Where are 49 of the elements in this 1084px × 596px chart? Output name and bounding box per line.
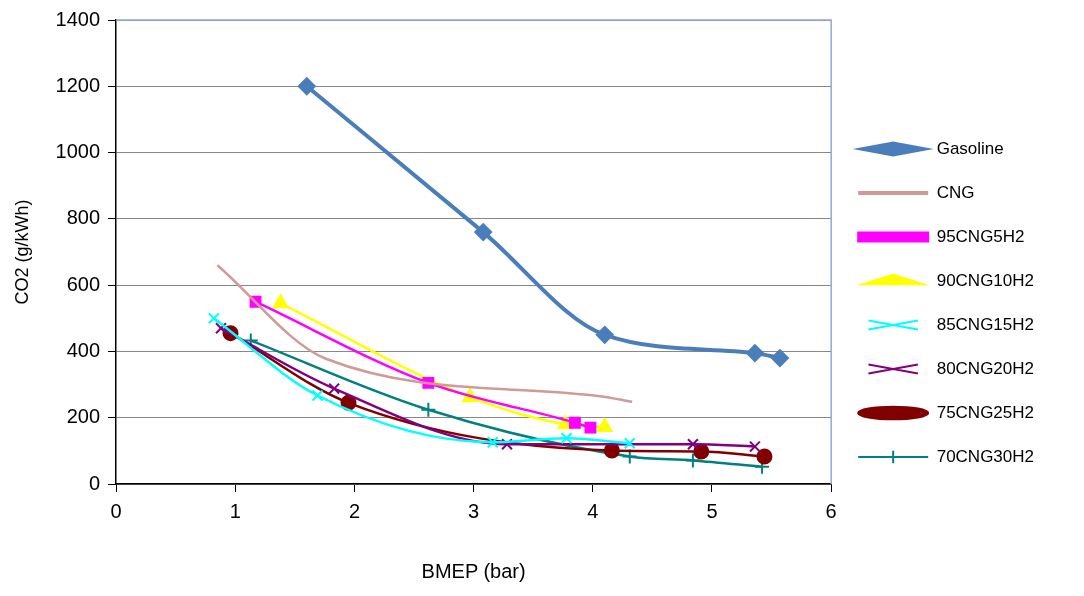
y-tick-label: 200 <box>66 405 101 428</box>
point <box>297 77 316 96</box>
point <box>770 349 789 368</box>
y-tick-label: 400 <box>66 338 101 361</box>
x-tick-label: 3 <box>468 499 480 522</box>
point <box>595 325 614 344</box>
y-tick-label: 1000 <box>55 140 101 163</box>
x-tick-label: 6 <box>825 499 837 522</box>
point <box>486 436 499 449</box>
x-tick-label: 1 <box>229 499 241 522</box>
y-tick-label: 800 <box>66 206 101 229</box>
point <box>207 312 220 325</box>
x-tick-label: 2 <box>348 499 361 522</box>
point <box>311 389 324 402</box>
point <box>568 416 581 429</box>
x-tick-label: 5 <box>706 499 718 522</box>
point <box>745 344 764 363</box>
line-series <box>216 264 634 404</box>
legend-label: 75CNG25H2 <box>936 402 1034 422</box>
point <box>474 223 493 242</box>
point <box>603 442 620 459</box>
point <box>686 438 699 451</box>
legend-label: 70CNG30H2 <box>936 446 1034 466</box>
point <box>748 440 761 453</box>
legend-label: 80CNG20H2 <box>936 358 1034 378</box>
y-tick-label: 1200 <box>55 73 101 96</box>
legend-label: CNG <box>936 182 975 202</box>
legend-label: Gasoline <box>936 138 1004 158</box>
point <box>684 452 701 469</box>
point <box>328 382 341 395</box>
y-tick-label: 0 <box>88 471 101 494</box>
x-tick-label: 0 <box>110 499 122 522</box>
x-axis-title: BMEP (bar) <box>421 559 526 582</box>
y-tick-label: 1400 <box>55 7 101 30</box>
point <box>420 401 437 418</box>
point <box>560 432 573 445</box>
y-axis-title: CO2 (g/kWh) <box>11 199 32 305</box>
point <box>621 448 638 465</box>
y-tick-label: 600 <box>66 272 101 295</box>
x-tick-label: 4 <box>587 499 599 522</box>
legend-label: 95CNG5H2 <box>936 226 1025 246</box>
point <box>584 421 597 434</box>
point <box>501 438 513 451</box>
legend-label: 85CNG15H2 <box>936 314 1034 334</box>
point <box>756 448 773 465</box>
point <box>623 437 636 450</box>
point <box>272 294 289 309</box>
point <box>215 322 227 335</box>
legend-label: 90CNG10H2 <box>936 270 1034 290</box>
